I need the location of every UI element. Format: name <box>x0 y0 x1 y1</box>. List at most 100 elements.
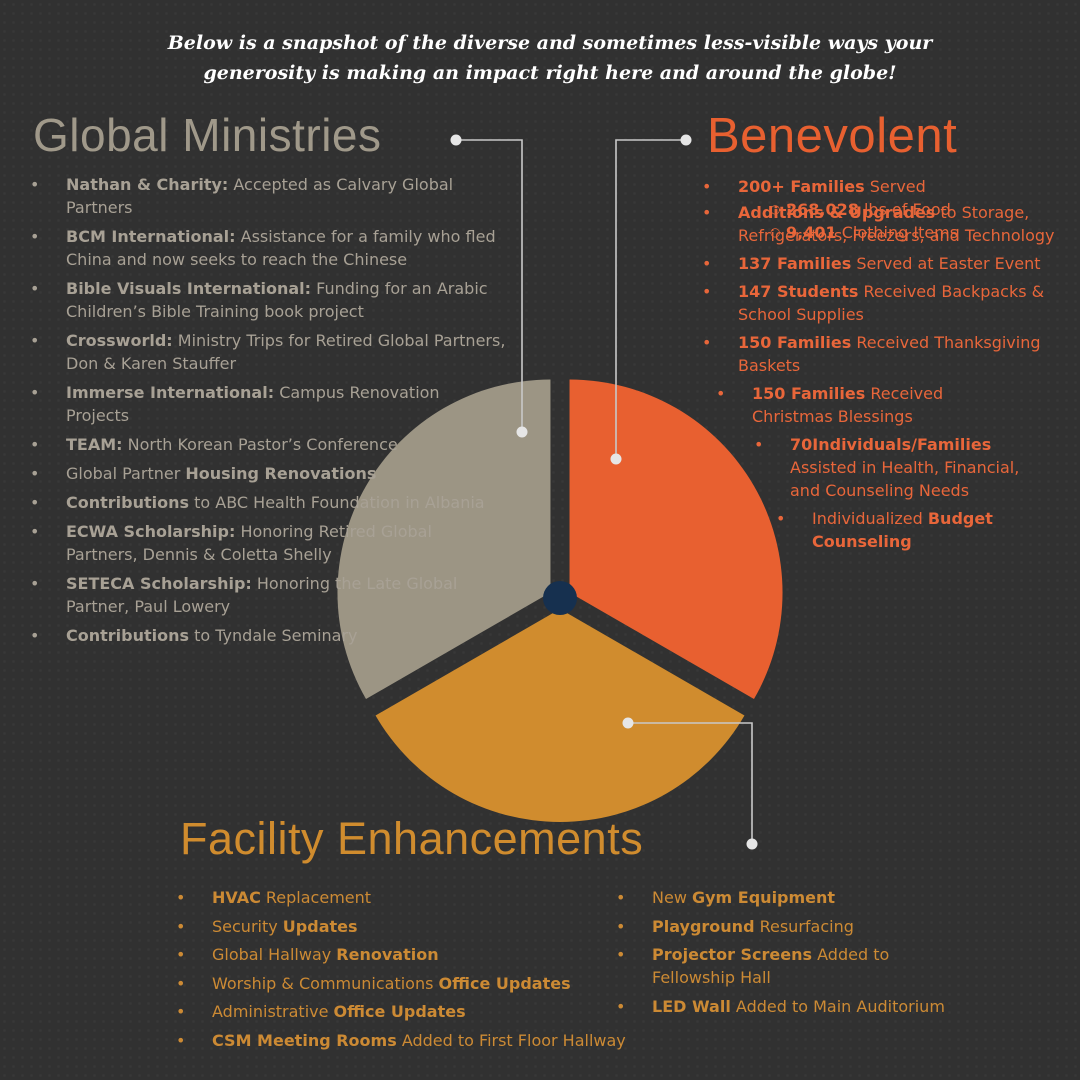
list-item-bold: Immerse International: <box>66 383 275 402</box>
list-item-text: Received Thanksgiving Baskets <box>738 333 1041 375</box>
pie-slice-benevolent <box>569 379 783 699</box>
list-item-text: Replacement <box>260 888 372 907</box>
connector-benevolent <box>615 139 686 459</box>
list-item: Global Partner Housing Renovations <box>30 462 506 485</box>
list-item: Global Hallway Renovation <box>176 943 632 966</box>
list-item: LED Wall Added to Main Auditorium <box>616 995 972 1018</box>
connector-facility-dot <box>622 717 634 729</box>
list-item-bold: Budget Counseling <box>812 509 993 551</box>
list-item-bold: 200+ Families <box>738 177 865 196</box>
connector-facility <box>628 722 753 844</box>
list-item-bold: Nathan & Charity: <box>66 175 229 194</box>
list-item-bold: Additions & Upgrades <box>738 203 936 222</box>
list-item-text: to Storage, Refrigerators, Freezers, and… <box>738 203 1055 245</box>
facility-list-right: New Gym EquipmentPlayground ResurfacingP… <box>616 886 972 1023</box>
list-item: 200+ Families Served 268,028 lbs of Food… <box>702 175 1068 244</box>
pie-slice-facility-enhancements <box>375 609 745 823</box>
list-item-text: New <box>652 888 692 907</box>
list-item-text: Global Partner <box>66 464 186 483</box>
list-item: 137 Families Served at Easter Event <box>702 252 1068 275</box>
list-item-bold: 70Individuals/Families <box>790 435 992 454</box>
list-item-text: Added to First Floor Hallway <box>396 1030 626 1050</box>
list-item-bold: Office Updates <box>438 973 571 993</box>
intro-line-1: Below is a snapshot of the diverse and s… <box>167 32 933 54</box>
benevolent-title: Benevolent <box>707 109 958 163</box>
list-item-bold: HVAC <box>212 888 261 907</box>
list-item: Bible Visuals International: Funding for… <box>30 277 506 323</box>
connector-global-ministries-dot <box>450 134 462 146</box>
list-item-bold: BCM International: <box>66 227 236 246</box>
pie-center-hub <box>543 581 577 615</box>
list-item-bold: Contributions <box>66 626 190 645</box>
list-item-text: Received Christmas Blessings <box>752 384 944 426</box>
list-item: SETECA Scholarship: Honoring the Late Gl… <box>30 572 506 618</box>
list-item-bold: Housing Renovations <box>185 464 377 483</box>
list-item: Immerse International: Campus Renovation… <box>30 381 506 427</box>
list-item-text: Assistance for a family who fled China a… <box>66 227 496 269</box>
list-item: ECWA Scholarship: Honoring Retired Globa… <box>30 520 506 566</box>
list-item-bold: Renovation <box>336 945 439 965</box>
list-item: 150 Families Received Christmas Blessing… <box>716 382 1022 428</box>
list-item-bold: Projector Screens <box>652 945 813 965</box>
list-item-text: Ministry Trips for Retired Global Partne… <box>66 331 506 373</box>
list-item: 147 Students Received Backpacks & School… <box>702 280 1068 326</box>
list-item: Individualized Budget Counseling <box>776 507 1022 553</box>
list-item-bold: Gym Equipment <box>691 888 836 907</box>
list-item-text: Received Backpacks & School Supplies <box>738 282 1045 324</box>
list-item: 70Individuals/Families Assisted in Healt… <box>754 433 1040 502</box>
list-item-text: Accepted as Calvary Global Partners <box>66 175 454 217</box>
list-item-bold: 137 Families <box>738 254 852 273</box>
facility-list-left: HVAC Replacement Security Updates Global H… <box>176 886 632 1058</box>
list-item: New Gym Equipment <box>616 886 972 909</box>
list-item-bold: LED Wall <box>652 996 731 1016</box>
list-item-text: to ABC Health Foundation in Albania <box>189 493 485 512</box>
list-item-text: Served <box>864 177 926 196</box>
list-item-bold: Crossworld: <box>66 331 173 350</box>
list-item: TEAM: North Korean Pastor’s Conference <box>30 433 506 456</box>
intro-text: Below is a snapshot of the diverse and s… <box>120 28 980 88</box>
list-item-text: Individualized <box>812 509 928 528</box>
list-item: Nathan & Charity: Accepted as Calvary Gl… <box>30 173 506 219</box>
list-item-bold: ECWA Scholarship: <box>66 522 236 541</box>
list-item-bold: Playground <box>652 916 755 936</box>
list-item: Worship & Communications Office Updates <box>176 972 632 995</box>
connector-lines <box>450 134 758 850</box>
list-item-bold: Bible Visuals International: <box>66 279 312 298</box>
list-item-text: to Tyndale Seminary <box>189 626 358 645</box>
list-item-bold: 150 Families <box>738 333 852 352</box>
connector-benevolent-dot <box>610 453 622 465</box>
list-item-text: Funding for an Arabic Children’s Bible T… <box>66 279 488 321</box>
list-item-text: Assisted in Health, Financial, and Couns… <box>790 458 1020 500</box>
connector-benevolent-dot <box>680 134 692 146</box>
list-item: Contributions to ABC Health Foundation i… <box>30 491 506 514</box>
list-item-text: Campus Renovation Projects <box>66 383 440 425</box>
list-item: Administrative Office Updates <box>176 1000 632 1023</box>
list-item-bold: 147 Students <box>738 282 859 301</box>
connector-facility-dot <box>746 838 758 850</box>
list-item-text: Worship & Communications <box>212 973 439 993</box>
list-item-text: Added to Main Auditorium <box>730 996 945 1016</box>
list-item: Security Updates <box>176 915 632 938</box>
global-ministries-list: Nathan & Charity: Accepted as Calvary Gl… <box>30 173 506 653</box>
list-item-text: Security <box>212 916 283 936</box>
list-item-bold: 150 Families <box>752 384 866 403</box>
list-item: HVAC Replacement <box>176 886 632 909</box>
list-item: BCM International: Assistance for a fami… <box>30 225 506 271</box>
list-item-text: Honoring the Late Global Partner, Paul L… <box>66 574 458 616</box>
list-item-text: Administrative <box>212 1002 334 1022</box>
list-item-text: Served at Easter Event <box>851 254 1041 273</box>
list-item: Crossworld: Ministry Trips for Retired G… <box>30 329 506 375</box>
list-item: Projector Screens Added to Fellowship Ha… <box>616 943 972 989</box>
list-item: Playground Resurfacing <box>616 915 972 938</box>
connector-global-ministries-dot <box>516 426 528 438</box>
list-item-bold: SETECA Scholarship: <box>66 574 252 593</box>
list-item-text: Resurfacing <box>754 916 854 936</box>
list-item-bold: Office Updates <box>333 1002 466 1022</box>
list-item-text: Added to Fellowship Hall <box>652 945 890 988</box>
list-item-text: Honoring Retired Global Partners, Dennis… <box>66 522 432 564</box>
list-item-bold: CSM Meeting Rooms <box>212 1030 397 1050</box>
intro-line-2: generosity is making an impact right her… <box>203 62 897 84</box>
list-item-bold: TEAM: <box>66 435 123 454</box>
list-item-bold: Updates <box>282 916 358 936</box>
list-item: 150 Families Received Thanksgiving Baske… <box>702 331 1068 377</box>
